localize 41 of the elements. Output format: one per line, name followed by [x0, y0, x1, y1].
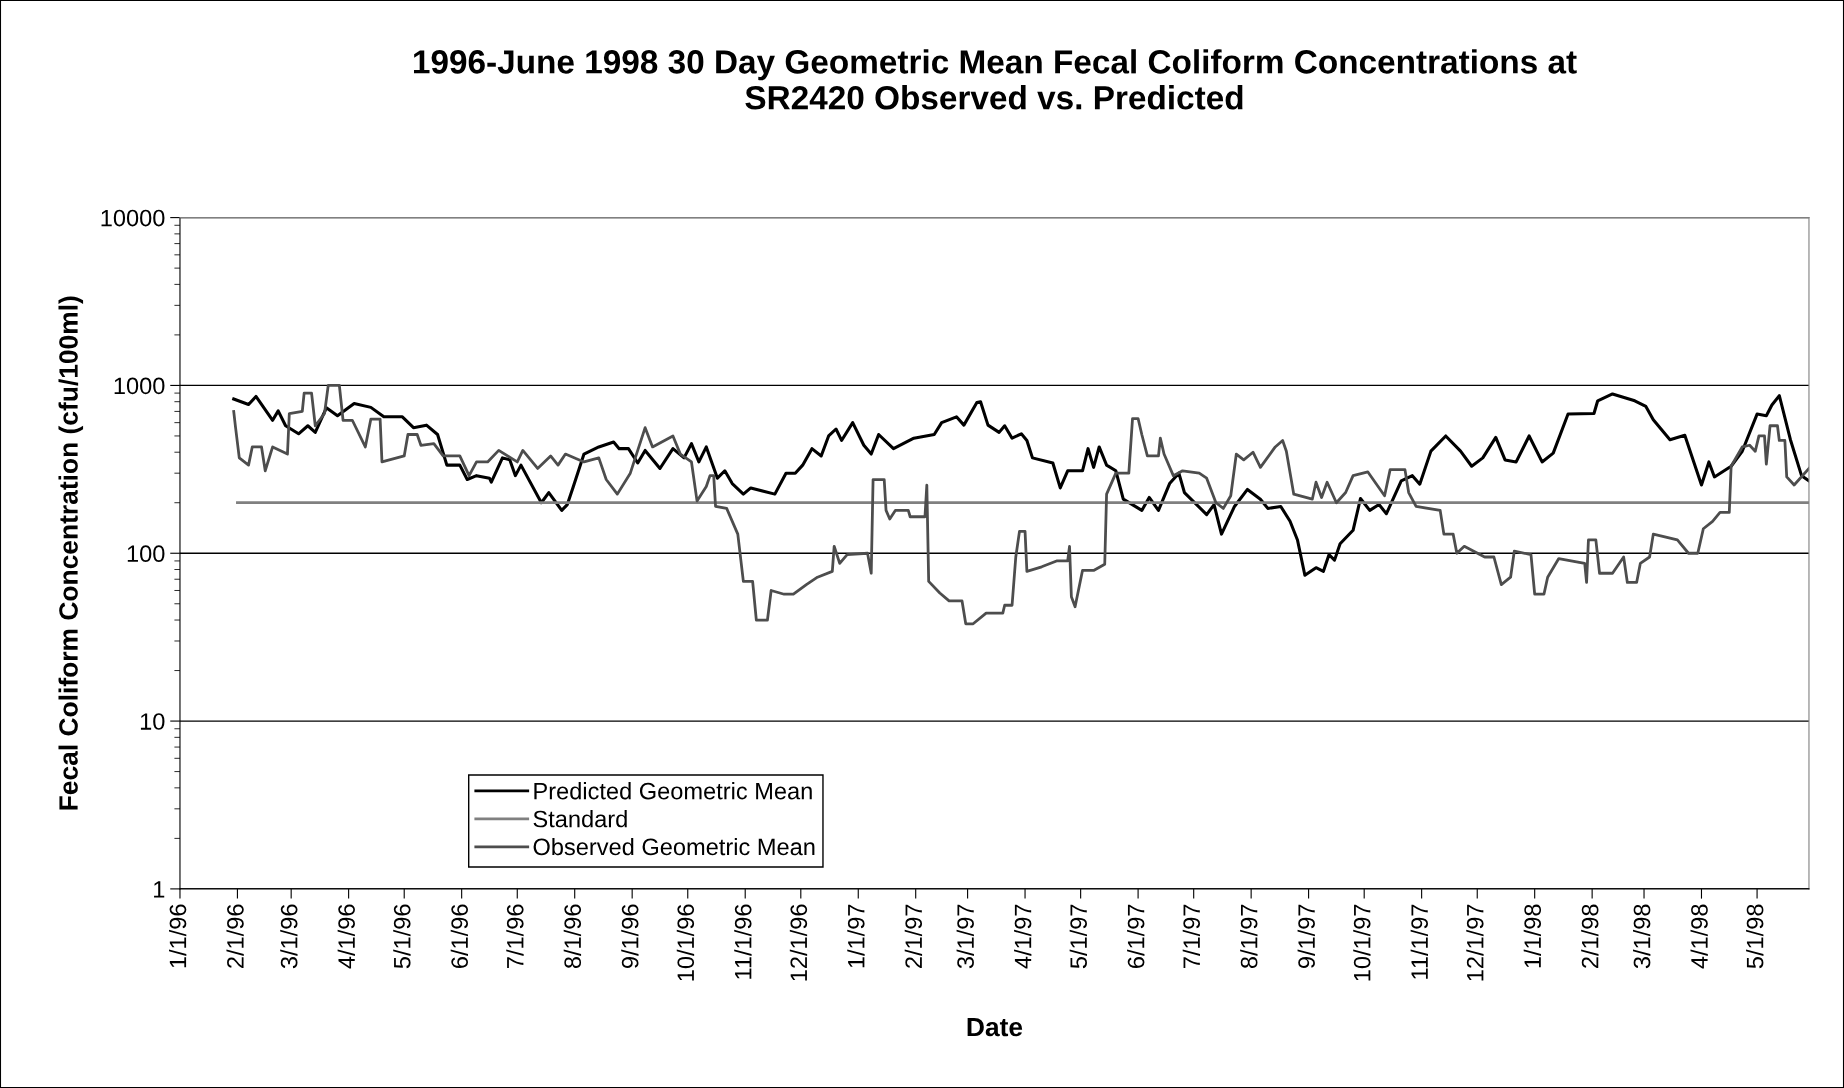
- x-tick-label: 10/1/97: [1353, 904, 1371, 981]
- x-tick-label: 4/1/98: [1690, 904, 1708, 969]
- x-tick-label: 2/1/98: [1581, 904, 1599, 968]
- x-tick-label: 7/1/96: [506, 904, 524, 968]
- x-tick-label: 6/1/96: [450, 904, 468, 968]
- x-tick-label: 3/1/97: [956, 904, 974, 969]
- x-tick-label: 2/1/97: [904, 904, 923, 968]
- x-tick-label: 2/1/96: [226, 904, 244, 968]
- x-tick-label: 1/1/96: [168, 904, 187, 968]
- y-axis-title: Fecal Coliform Concentration (cfu/100ml): [58, 296, 84, 810]
- x-tick-label: 3/1/96: [280, 904, 298, 969]
- x-tick-label: 8/1/96: [563, 904, 582, 969]
- x-tick-label: 4/1/96: [337, 904, 355, 969]
- x-tick-label: 8/1/97: [1240, 904, 1258, 969]
- y-tick-label: 1000: [114, 377, 165, 395]
- y-tick-label: 10: [140, 713, 165, 730]
- x-tick-label: 12/1/97: [1466, 904, 1484, 981]
- legend-label: Predicted Geometric Mean: [534, 782, 812, 800]
- x-tick-label: 5/1/96: [393, 904, 411, 969]
- x-tick-label: 5/1/98: [1746, 904, 1764, 969]
- y-tick-label: 1: [154, 881, 165, 898]
- line-series: [232, 384, 1809, 626]
- x-axis-title: Date: [967, 1017, 1023, 1037]
- x-tick-label: 9/1/96: [621, 904, 639, 969]
- x-tick-label: 1/1/97: [847, 904, 865, 968]
- legend-label: Standard: [533, 810, 627, 828]
- x-tick-label: 11/1/96: [734, 904, 752, 979]
- legend-label: Observed Geometric Mean: [533, 837, 815, 856]
- chart-title: 1996-June 1998 30 Day Geometric Mean Fecal Coliform Concentrations at SR2420 Observed vs. Predicted: [413, 49, 1577, 110]
- x-tick-label: 4/1/97: [1014, 904, 1032, 969]
- x-tick-label: 12/1/96: [789, 904, 808, 981]
- y-tick-label: 100: [127, 545, 165, 563]
- x-tick-label: 5/1/97: [1069, 904, 1087, 969]
- x-tick-label: 11/1/97: [1410, 904, 1428, 979]
- x-tick-label: 6/1/97: [1127, 904, 1145, 968]
- x-tick-label: 9/1/97: [1297, 904, 1315, 969]
- x-tick-label: 3/1/98: [1633, 904, 1651, 969]
- y-tick-label: 10000: [101, 209, 165, 227]
- x-tick-label: 7/1/97: [1182, 904, 1201, 968]
- x-tick-label: 10/1/96: [676, 904, 695, 981]
- x-tick-label: 1/1/98: [1523, 904, 1542, 968]
